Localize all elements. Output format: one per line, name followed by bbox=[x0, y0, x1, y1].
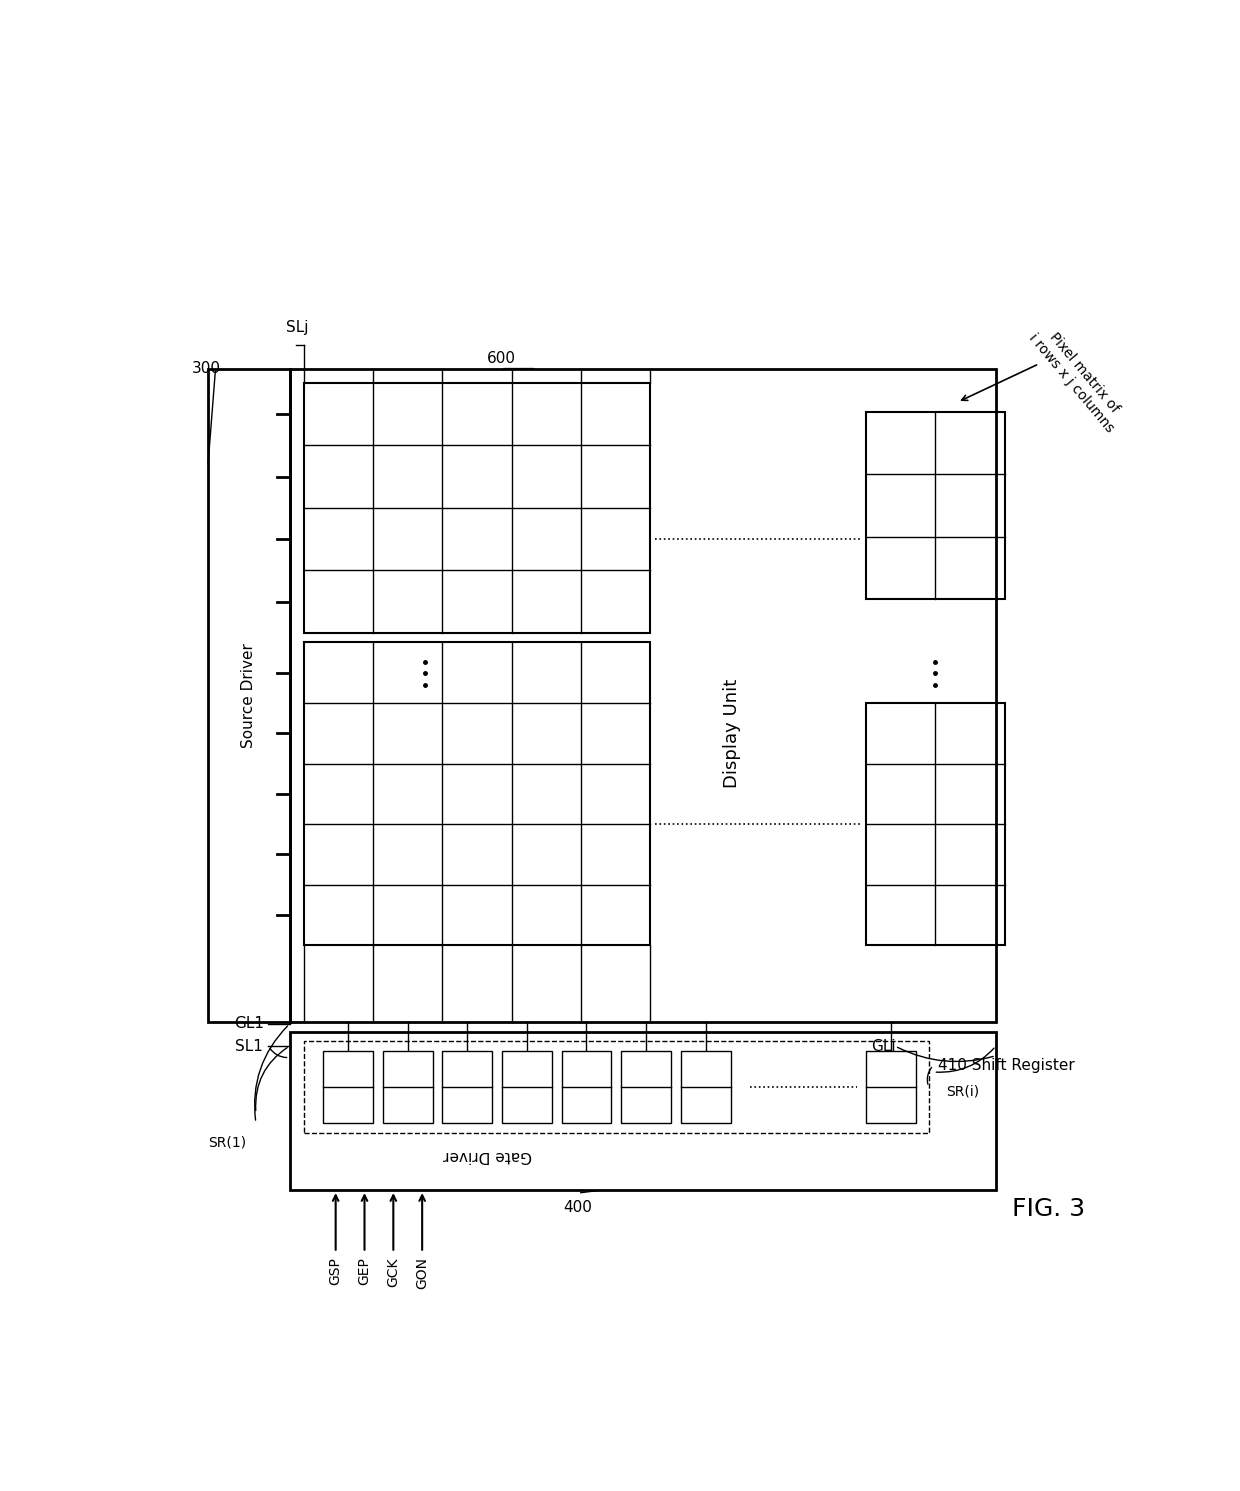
Bar bbox=[621, 1051, 671, 1123]
Bar bbox=[304, 643, 650, 945]
Bar bbox=[562, 1051, 611, 1123]
Bar bbox=[324, 1051, 373, 1123]
Text: SL1: SL1 bbox=[236, 1039, 263, 1054]
Text: Pixel matrix of
i rows x j columns: Pixel matrix of i rows x j columns bbox=[1025, 321, 1130, 435]
Text: FIG. 3: FIG. 3 bbox=[1012, 1197, 1085, 1221]
Text: SR(1): SR(1) bbox=[208, 1135, 246, 1150]
Bar bbox=[290, 368, 996, 1021]
Text: GCK: GCK bbox=[387, 1257, 401, 1287]
Text: GLi: GLi bbox=[870, 1039, 895, 1054]
Bar bbox=[502, 1051, 552, 1123]
Text: 410 Shift Register: 410 Shift Register bbox=[939, 1057, 1075, 1074]
Text: 300: 300 bbox=[191, 361, 221, 376]
Text: GL1: GL1 bbox=[234, 1017, 264, 1032]
Bar bbox=[866, 1051, 916, 1123]
Bar bbox=[304, 383, 650, 632]
Text: SR(i): SR(i) bbox=[946, 1084, 978, 1099]
Text: Display Unit: Display Unit bbox=[723, 678, 740, 789]
Bar bbox=[304, 1041, 929, 1133]
Bar bbox=[681, 1051, 730, 1123]
Text: 600: 600 bbox=[486, 352, 516, 367]
Text: Source Driver: Source Driver bbox=[242, 643, 257, 747]
Bar bbox=[290, 1032, 996, 1190]
Bar bbox=[443, 1051, 492, 1123]
Text: SLj: SLj bbox=[286, 321, 309, 335]
Text: GSP: GSP bbox=[329, 1257, 342, 1285]
Text: GEP: GEP bbox=[357, 1257, 372, 1285]
Text: GON: GON bbox=[415, 1257, 429, 1290]
Bar bbox=[866, 412, 1004, 599]
Bar bbox=[208, 368, 290, 1021]
Text: Gate Driver: Gate Driver bbox=[443, 1148, 532, 1163]
Bar bbox=[866, 702, 1004, 945]
Bar bbox=[383, 1051, 433, 1123]
Text: 400: 400 bbox=[563, 1200, 593, 1215]
